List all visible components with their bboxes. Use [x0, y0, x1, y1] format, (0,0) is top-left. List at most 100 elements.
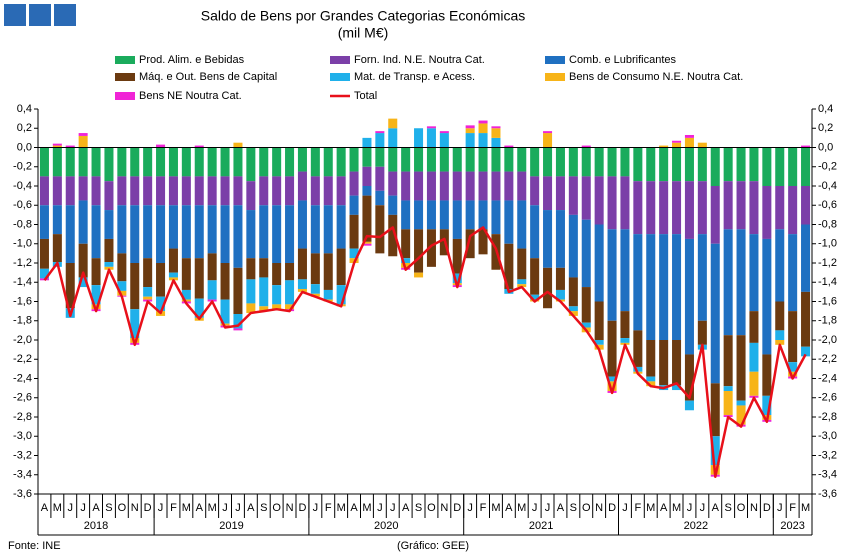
- bar-segment: [607, 381, 617, 392]
- bar-segment: [336, 205, 346, 249]
- bar-segment: [762, 238, 772, 355]
- bar-segment: [414, 147, 424, 172]
- x-tick-label: O: [737, 502, 746, 514]
- x-tick-label: J: [80, 502, 86, 514]
- x-tick-label: J: [467, 502, 473, 514]
- bar-segment: [491, 200, 501, 235]
- bar-segment: [555, 267, 565, 290]
- bar-segment: [117, 281, 127, 291]
- bar-segment: [156, 296, 166, 312]
- bar-segment: [272, 285, 282, 305]
- bar-segment: [491, 171, 501, 201]
- bar-segment: [788, 234, 798, 312]
- bar-segment: [336, 248, 346, 286]
- bar-segment: [297, 200, 307, 249]
- bar-segment: [246, 210, 256, 259]
- bar-segment: [194, 145, 204, 148]
- bar-segment: [478, 133, 488, 148]
- credit: (Gráfico: GEE): [397, 540, 469, 552]
- bar-segment: [452, 147, 462, 172]
- y-tick-label: -1,2: [13, 257, 32, 269]
- bar-segment: [788, 371, 798, 377]
- legend-label: Comb. e Lubrificantes: [569, 54, 676, 66]
- x-tick-label: A: [660, 502, 668, 514]
- bar-segment: [749, 311, 759, 343]
- x-tick-label: M: [672, 502, 681, 514]
- bar-segment: [555, 147, 565, 177]
- bar-segment: [323, 253, 333, 290]
- bar-segment: [375, 147, 385, 167]
- bar-segment: [801, 291, 811, 347]
- bar-segment: [310, 253, 320, 285]
- y-tick-label: -1,4: [13, 276, 32, 288]
- x-tick-label: A: [505, 502, 513, 514]
- bar-segment: [543, 133, 553, 148]
- bar-segment: [439, 171, 449, 201]
- bar-segment: [246, 181, 256, 211]
- source: Fonte: INE: [8, 540, 61, 552]
- bar-segment: [646, 376, 656, 382]
- x-tick-label: O: [272, 502, 281, 514]
- bar-segment: [285, 147, 295, 177]
- bar-segment: [568, 176, 578, 215]
- bar-segment: [775, 186, 785, 230]
- bar-segment: [52, 205, 62, 235]
- bar-segment: [362, 137, 372, 148]
- bar-segment: [297, 171, 307, 201]
- y-tick-label: -0,2: [13, 161, 32, 173]
- y-tick-label: -0,4: [13, 180, 32, 192]
- x-tick-label: O: [118, 502, 127, 514]
- bar-segment: [504, 200, 514, 244]
- bar-segment: [788, 147, 798, 186]
- bar-segment: [401, 229, 411, 259]
- legend-swatch: [115, 92, 135, 100]
- bar-segment: [414, 272, 424, 278]
- bar-segment: [130, 205, 140, 263]
- x-tick-label: J: [687, 502, 693, 514]
- bar-segment: [439, 133, 449, 148]
- bar-segment: [736, 335, 746, 401]
- bar-segment: [65, 176, 75, 206]
- x-tick-label: A: [712, 502, 720, 514]
- x-tick-label: J: [158, 502, 164, 514]
- bar-segment: [697, 320, 707, 345]
- bar-segment: [285, 280, 295, 305]
- bar-segment: [117, 176, 127, 206]
- bar-segment: [710, 147, 720, 186]
- bar-segment: [736, 181, 746, 230]
- bar-segment: [362, 195, 372, 242]
- chart-subtitle: (mil M€): [338, 25, 389, 41]
- bar-segment: [207, 205, 217, 254]
- y-tick-label: 0,2: [17, 122, 32, 134]
- logo-square: [4, 4, 26, 26]
- bar-segment: [401, 200, 411, 230]
- bar-segment: [65, 205, 75, 263]
- bar-segment: [426, 200, 436, 230]
- x-tick-label: M: [53, 502, 62, 514]
- bar-segment: [220, 263, 230, 300]
- year-label: 2020: [374, 520, 398, 532]
- bar-segment: [749, 234, 759, 312]
- x-tick-label: A: [247, 502, 255, 514]
- year-label: 2019: [219, 520, 243, 532]
- bar-segment: [452, 200, 462, 239]
- bar-segment: [297, 279, 307, 289]
- bar-segment: [530, 294, 540, 300]
- bar-segment: [233, 176, 243, 206]
- bar-segment: [736, 229, 746, 336]
- bar-segment: [349, 214, 359, 249]
- bar-segment: [439, 131, 449, 134]
- x-tick-label: M: [182, 502, 191, 514]
- bar-segment: [65, 145, 75, 148]
- bar-segment: [543, 147, 553, 177]
- y2-tick-label: -2,0: [818, 334, 837, 346]
- chart-title: Saldo de Bens por Grandes Categorias Eco…: [201, 8, 526, 24]
- x-tick-label: N: [131, 502, 139, 514]
- bar-segment: [749, 181, 759, 235]
- bar-segment: [762, 354, 772, 396]
- x-tick-label: D: [453, 502, 461, 514]
- bar-segment: [620, 311, 630, 339]
- bar-segment: [104, 262, 114, 267]
- bar-segment: [517, 147, 527, 172]
- bar-segment: [594, 340, 604, 345]
